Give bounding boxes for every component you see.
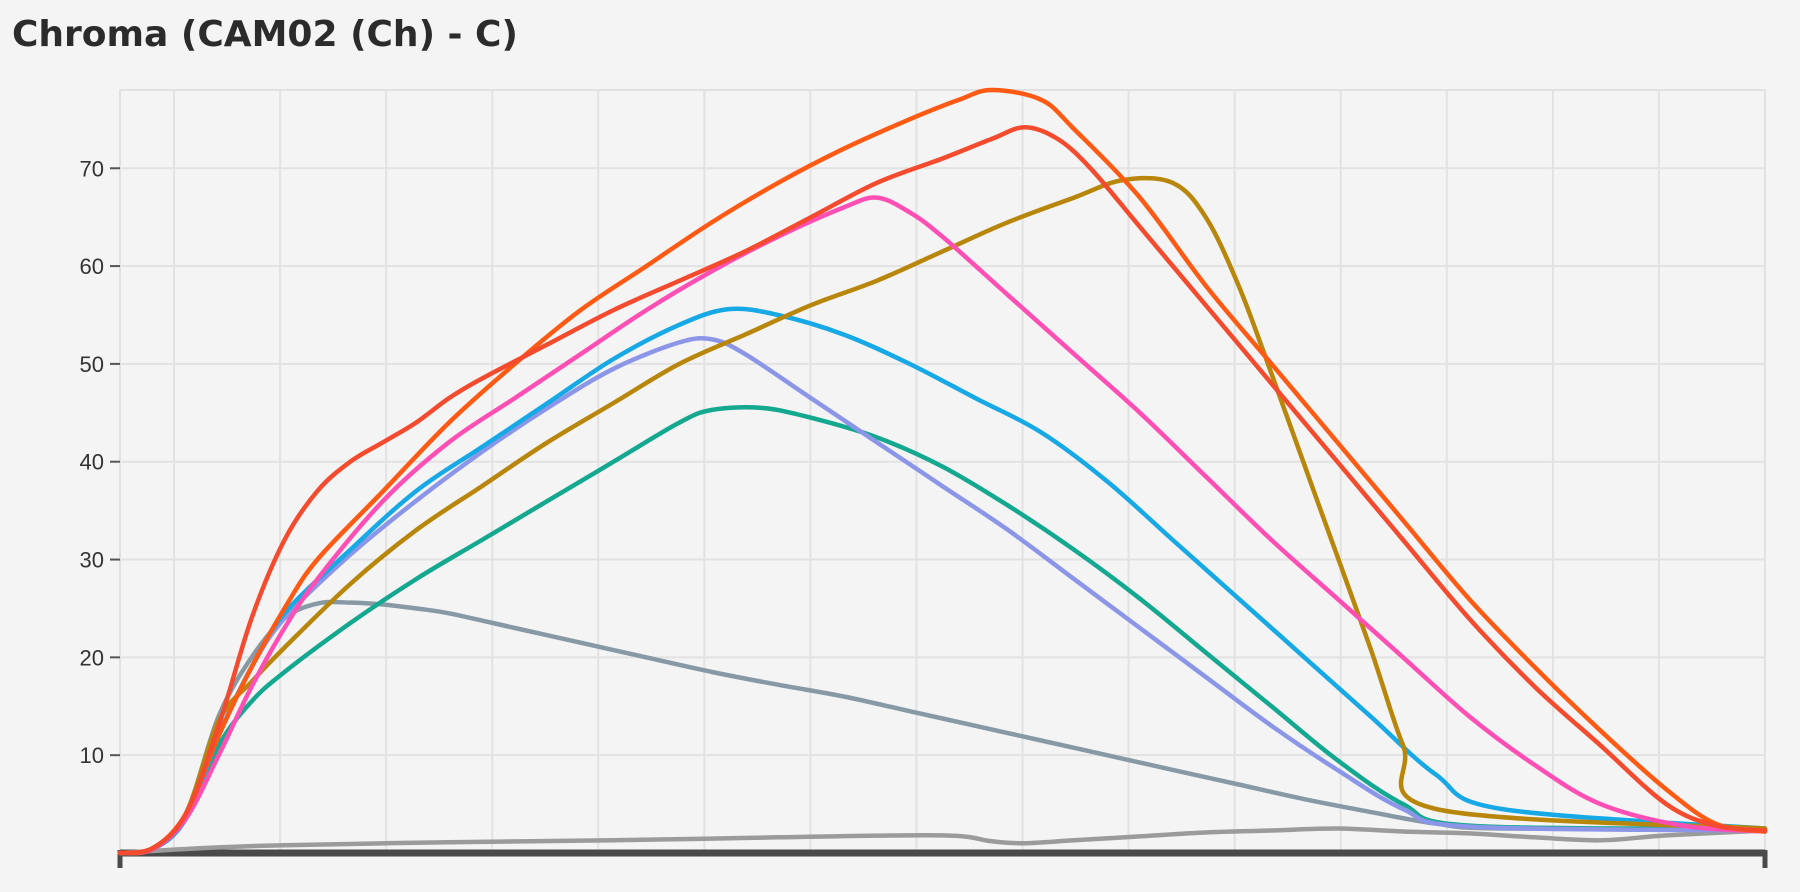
- series-line: [117, 335, 1768, 856]
- y-tick-label: 40: [80, 450, 104, 475]
- series-line: [117, 175, 1768, 856]
- series-line: [117, 306, 1768, 856]
- axes: 10 20 30 40 50 60 70: [80, 156, 1768, 868]
- y-tick-label: 20: [80, 645, 104, 670]
- grid: [119, 89, 1766, 854]
- y-tick-label: 50: [80, 352, 104, 377]
- chart-title: Chroma (CAM02 (Ch) - C): [12, 14, 518, 55]
- y-tick-label: 60: [80, 254, 104, 279]
- series-line: [117, 826, 1768, 856]
- series-lines: [117, 87, 1768, 856]
- series-line: [117, 124, 1768, 856]
- series-line: [117, 87, 1768, 856]
- series-line: [117, 599, 1768, 856]
- y-tick-label: 70: [80, 156, 104, 181]
- y-tick-label: 30: [80, 548, 104, 573]
- y-tick-label: 10: [80, 743, 104, 768]
- plot-frame: [119, 89, 1766, 854]
- series-line: [117, 405, 1768, 856]
- series-line: [117, 195, 1768, 856]
